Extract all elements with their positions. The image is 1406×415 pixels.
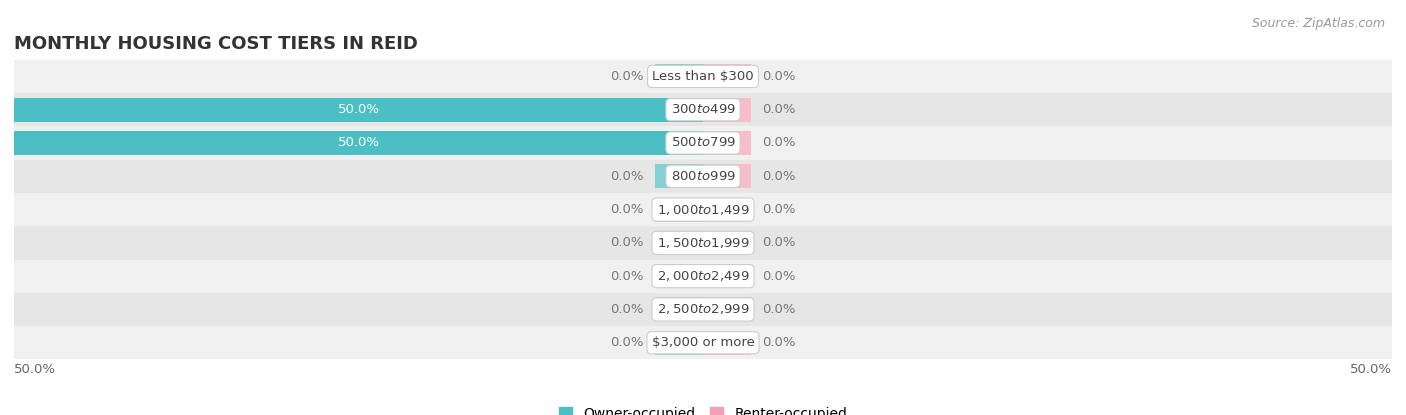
Text: $2,000 to $2,499: $2,000 to $2,499	[657, 269, 749, 283]
Text: $3,000 or more: $3,000 or more	[651, 336, 755, 349]
Text: $300 to $499: $300 to $499	[671, 103, 735, 116]
Bar	[703, 198, 751, 222]
Bar	[14, 193, 1392, 226]
Text: MONTHLY HOUSING COST TIERS IN REID: MONTHLY HOUSING COST TIERS IN REID	[14, 35, 418, 53]
Bar	[14, 226, 1392, 259]
Bar	[703, 264, 751, 288]
Bar	[655, 231, 703, 255]
Text: 0.0%: 0.0%	[762, 137, 796, 149]
Bar	[14, 293, 1392, 326]
Bar	[655, 198, 703, 222]
Bar	[14, 160, 1392, 193]
Text: 0.0%: 0.0%	[762, 203, 796, 216]
Bar	[703, 231, 751, 255]
Bar	[14, 60, 1392, 93]
Text: 0.0%: 0.0%	[610, 303, 644, 316]
Text: 0.0%: 0.0%	[610, 336, 644, 349]
Text: 0.0%: 0.0%	[762, 303, 796, 316]
Text: $1,500 to $1,999: $1,500 to $1,999	[657, 236, 749, 250]
Bar	[14, 259, 1392, 293]
Text: Source: ZipAtlas.com: Source: ZipAtlas.com	[1251, 17, 1385, 29]
Bar	[703, 131, 751, 155]
Bar	[14, 93, 1392, 126]
Bar	[14, 126, 1392, 160]
Text: 0.0%: 0.0%	[762, 103, 796, 116]
Text: Less than $300: Less than $300	[652, 70, 754, 83]
Bar	[655, 264, 703, 288]
Bar	[655, 298, 703, 322]
Bar	[703, 298, 751, 322]
Text: 0.0%: 0.0%	[610, 70, 644, 83]
Text: 0.0%: 0.0%	[762, 270, 796, 283]
Text: 50.0%: 50.0%	[1350, 363, 1392, 376]
Text: 0.0%: 0.0%	[762, 237, 796, 249]
Text: $500 to $799: $500 to $799	[671, 137, 735, 149]
Bar	[655, 164, 703, 188]
Text: $2,500 to $2,999: $2,500 to $2,999	[657, 303, 749, 317]
Bar	[703, 64, 751, 88]
Text: 0.0%: 0.0%	[610, 203, 644, 216]
Text: 0.0%: 0.0%	[762, 170, 796, 183]
Text: 50.0%: 50.0%	[337, 103, 380, 116]
Text: 0.0%: 0.0%	[762, 336, 796, 349]
Bar	[14, 98, 703, 122]
Bar	[14, 131, 703, 155]
Text: $1,000 to $1,499: $1,000 to $1,499	[657, 203, 749, 217]
Bar	[703, 164, 751, 188]
Text: 50.0%: 50.0%	[337, 137, 380, 149]
Text: 0.0%: 0.0%	[762, 70, 796, 83]
Text: 0.0%: 0.0%	[610, 270, 644, 283]
Text: 0.0%: 0.0%	[610, 237, 644, 249]
Bar	[655, 331, 703, 355]
Text: $800 to $999: $800 to $999	[671, 170, 735, 183]
Bar	[655, 64, 703, 88]
Bar	[703, 331, 751, 355]
Legend: Owner-occupied, Renter-occupied: Owner-occupied, Renter-occupied	[558, 407, 848, 415]
Text: 0.0%: 0.0%	[610, 170, 644, 183]
Text: 50.0%: 50.0%	[14, 363, 56, 376]
Bar	[703, 98, 751, 122]
Bar	[14, 326, 1392, 359]
